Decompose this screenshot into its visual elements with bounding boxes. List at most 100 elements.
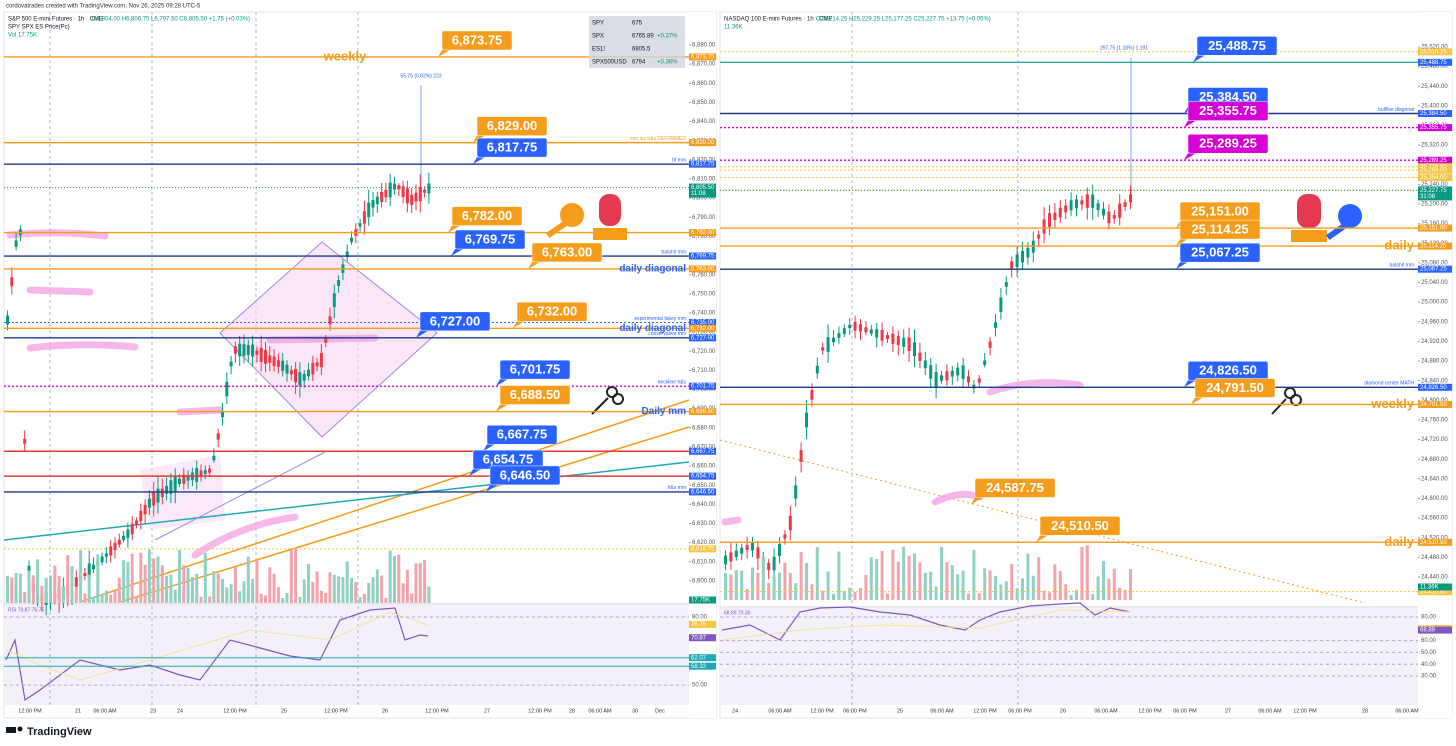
- price-callout-label: 6,701.75: [510, 362, 561, 377]
- axis-price-tag: [1418, 538, 1452, 546]
- candle-body: [929, 365, 933, 379]
- level-note: batshit mm: [662, 249, 686, 255]
- axis-price-tag-label: 25,067.25: [1420, 267, 1447, 273]
- volume-bar: [341, 577, 345, 603]
- volume-bar: [182, 565, 186, 603]
- price-callout: [476, 116, 548, 136]
- axis-tick-label: 6,750.00: [692, 291, 716, 297]
- candle-body: [1085, 194, 1089, 208]
- candle-body: [10, 277, 14, 287]
- price-callout: [1187, 101, 1269, 121]
- watchlist-cell: +0.36%: [657, 60, 678, 66]
- candle-body: [332, 293, 336, 308]
- watchlist-cell: ES1!: [592, 47, 605, 53]
- axis-tick-label: 24,640.00: [1421, 476, 1448, 482]
- volume-bar: [212, 571, 216, 603]
- rsi-title: RSI 70.87 76.75: [8, 607, 44, 613]
- volume-bar: [1096, 576, 1100, 600]
- axis-price-tag: [689, 324, 716, 332]
- footer-brand: TradingView: [27, 726, 92, 738]
- candle-body: [1064, 205, 1068, 213]
- axis-tick-label: 6,870.00: [692, 62, 716, 68]
- candle-body: [740, 547, 744, 554]
- volume-bar: [1053, 564, 1057, 600]
- candle-body: [907, 337, 911, 352]
- volume-bar: [83, 593, 87, 603]
- axis-tick-label: 25,520.00: [1421, 45, 1448, 51]
- axis-tick-label: 25,200.00: [1421, 202, 1448, 208]
- volume-bar: [139, 552, 143, 603]
- volume-bar: [875, 559, 879, 600]
- candle-body: [319, 352, 323, 368]
- candle-body: [1042, 219, 1046, 234]
- rsi-ma: [721, 609, 1131, 641]
- axis-price-tag-label: 6,732.00: [691, 326, 715, 332]
- axis-price-tag-label: 6,688.50: [691, 409, 715, 415]
- candle-body: [23, 438, 27, 444]
- candle-body: [74, 577, 78, 587]
- candle-body: [988, 341, 992, 348]
- candle-body: [1096, 203, 1100, 210]
- alarm-icon: [593, 194, 627, 240]
- candle-body: [913, 342, 916, 357]
- axis-tick-label: 24,720.00: [1421, 437, 1448, 443]
- level-note: daily diagonal: [619, 323, 686, 334]
- volume-bar: [891, 549, 895, 600]
- volume-bar: [1123, 589, 1127, 600]
- price-callout: [1196, 36, 1278, 56]
- price-callout-label: 6,817.75: [487, 140, 538, 155]
- volume-bar: [268, 567, 272, 603]
- volume-bar: [1042, 590, 1046, 600]
- symbol-title: S&P 500 E-mini Futures · 1h · CME: [8, 17, 103, 23]
- volume-bar: [238, 591, 242, 603]
- candle-body: [859, 324, 862, 332]
- price-callout-label: 25,114.25: [1191, 222, 1248, 237]
- volume-bar: [427, 586, 431, 603]
- candle-body: [14, 240, 18, 247]
- candle-body: [268, 355, 272, 363]
- price-callout-label: 6,727.00: [430, 313, 481, 328]
- volume-bar: [977, 593, 981, 600]
- candle-body: [122, 535, 126, 541]
- volume-bar: [156, 556, 160, 603]
- callout-pointer: [1191, 397, 1203, 405]
- candle-body: [178, 478, 181, 485]
- axis-tick-label: 24,800.00: [1421, 398, 1448, 404]
- volume-bar: [1075, 590, 1078, 600]
- volume-bar: [799, 552, 803, 600]
- candle-body: [160, 488, 164, 497]
- time-axis-label: 26: [1060, 708, 1066, 714]
- volume-bar: [57, 576, 61, 603]
- axis-price-tag-label: 25,384.50: [1420, 111, 1447, 117]
- candle-body: [799, 450, 803, 462]
- time-axis-label: 12:00 PM: [528, 708, 552, 714]
- candle-body: [918, 352, 922, 361]
- candle-body: [311, 362, 315, 375]
- candle-body: [195, 468, 199, 482]
- axis-tick-label: 6,640.00: [692, 502, 716, 508]
- candle-body: [1021, 250, 1024, 263]
- candle-body: [896, 335, 900, 346]
- candle-body: [307, 369, 310, 377]
- volume-bar: [160, 565, 164, 603]
- time-axis-label: 30: [632, 708, 638, 714]
- volume-bar: [1004, 581, 1008, 600]
- candle-body: [135, 520, 138, 525]
- axis-price-tag: [689, 334, 716, 342]
- volume-bar: [61, 586, 65, 603]
- last-price-tag: [1418, 186, 1452, 201]
- volume-bar: [259, 593, 263, 603]
- axis-price-tag-label: 6,646.50: [691, 489, 715, 495]
- price-callout-label: 24,791.50: [1206, 380, 1264, 395]
- candle-body: [826, 337, 830, 352]
- watchlist-cell: 6765.89: [632, 34, 654, 40]
- level-note: experimental fakey mm: [634, 316, 686, 322]
- time-axis-label: 23: [150, 708, 156, 714]
- volume-bar: [14, 573, 18, 603]
- axis-price-tag: [1418, 174, 1452, 182]
- candle-body: [853, 321, 857, 331]
- volume-bar: [869, 557, 873, 600]
- candle-body: [264, 350, 267, 364]
- level-note: daily diagonal: [619, 264, 686, 275]
- axis-price-tag: [1418, 166, 1452, 174]
